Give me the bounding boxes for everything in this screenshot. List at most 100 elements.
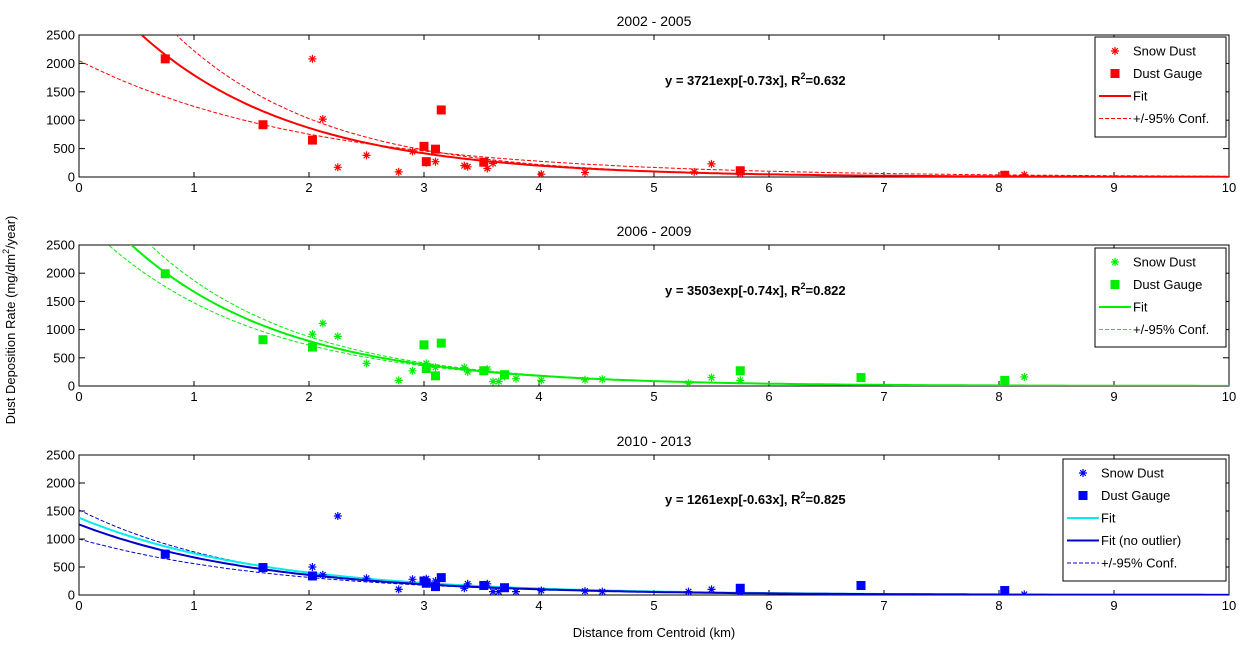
snow-dust-point [489,377,497,386]
legend-square-marker [1110,69,1120,78]
x-tick-label: 7 [880,389,887,404]
dust-gauge-point [735,166,745,176]
snow-dust-point [460,584,469,593]
fit-equation: y = 3503exp[-0.74x], R2=0.822 [665,281,846,298]
equation-tail: =0.822 [806,283,846,298]
snow-dust-point [494,587,503,595]
equation-sup: 2 [801,490,806,500]
x-tick-label: 6 [765,598,772,613]
snow-dust-point [308,330,317,339]
dust-gauge-point [258,563,268,573]
snow-dust-point [707,159,716,168]
snow-dust-point [1020,170,1029,177]
legend-label: Snow Dust [1133,44,1196,59]
fit-line [129,245,1229,386]
x-tick-label: 5 [650,180,657,195]
dust-gauge-point [160,549,170,559]
snow-dust-point [537,170,546,177]
equation-tail: =0.825 [806,492,846,507]
snow-dust-point [431,157,440,166]
equation-tail: =0.632 [806,73,846,88]
snow-dust-point [431,577,440,585]
snow-dust-point [318,115,327,124]
x-tick-label: 4 [535,389,542,404]
snow-dust-point [318,319,327,328]
dust-gauge-point [160,269,170,279]
snow-dust-point [394,376,403,385]
dust-gauge-point [258,335,268,345]
dust-gauge-point [421,157,431,167]
conf-upper-line [175,35,1229,177]
x-tick-label: 6 [765,389,772,404]
dust-gauge-point [1000,586,1010,595]
snow-dust-point [512,587,520,595]
x-tick-label: 5 [650,598,657,613]
snow-dust-point [736,376,745,385]
snow-dust-point [408,366,417,375]
legend-label: +/-95% Conf. [1133,111,1209,126]
legend-label: +/-95% Conf. [1101,556,1177,571]
fit-line [140,35,1229,177]
x-tick-label: 3 [420,180,427,195]
snow-dust-point [422,359,431,368]
snow-dust-point [362,151,371,160]
snow-dust-point [690,167,699,176]
dust-gauge-point [436,338,446,348]
y-tick-label: 0 [68,170,75,185]
legend-label: Fit [1133,89,1148,104]
snow-dust-point [408,575,417,584]
legend-star-marker [1111,258,1119,266]
x-axis-label: Distance from Centroid (km) [573,625,736,640]
dust-gauge-point [421,364,431,374]
axes-frame [78,34,1230,178]
x-tick-label: 2 [305,598,312,613]
y-tick-label: 2500 [46,238,75,253]
x-tick-label: 9 [1110,180,1117,195]
x-tick-label: 0 [75,180,82,195]
snow-dust-point [394,585,403,594]
x-tick-label: 10 [1222,598,1236,613]
equation-sup: 2 [801,71,806,81]
plot-area [79,35,1229,177]
y-tick-label: 500 [53,141,75,156]
dust-gauge-point [436,105,446,115]
fit-equation: y = 1261exp[-0.63x], R2=0.825 [665,490,846,507]
dust-gauge-point [431,144,440,154]
snow-dust-point [408,147,417,156]
y-tick-label: 1000 [46,113,75,128]
snow-dust-point [460,363,469,372]
legend: Snow Dust Dust Gauge Fit Fit (no outlier) +/… [1062,458,1227,582]
dust-gauge-point [856,580,866,590]
panel-1: 2002 - 2005 0 1 2 3 4 5 6 7 8 9 10 0 500 1000 1500 2000 2… [46,13,1236,195]
legend-label: Snow Dust [1133,255,1196,270]
x-tick-label: 8 [995,389,1002,404]
snow-dust-point [684,379,693,386]
equation-sup: 2 [801,281,806,291]
snow-dust-point [598,587,607,595]
snow-dust-point [463,367,472,376]
equation-main: y = 1261exp[-0.63x], R [665,492,801,507]
snow-dust-point [333,512,342,520]
legend-label: +/-95% Conf. [1133,322,1209,337]
panel-3: 2010 - 2013 0 1 2 3 4 5 6 7 8 9 10 0 500 1000 1500 2000 2… [46,433,1236,613]
snow-dust-point [489,587,497,595]
y-tick-label: 1500 [46,504,75,519]
dust-gauge-point [856,373,866,383]
conf-lower-line [79,60,1229,177]
x-tick-label: 1 [190,598,197,613]
x-tick-label: 2 [305,389,312,404]
y-tick-label: 500 [53,560,75,575]
dust-gauge-point [735,583,745,593]
snow-dust-point [537,586,546,595]
panel-2: 2006 - 2009 0 1 2 3 4 5 6 7 8 9 10 0 500 1000 1500 2000 2… [46,223,1236,404]
legend-square-marker [1110,280,1120,289]
legend-label: Fit [1101,511,1116,526]
x-tick-label: 4 [535,598,542,613]
panel-title: 2002 - 2005 [617,13,692,29]
x-tick-label: 5 [650,389,657,404]
snow-dust-point [460,161,469,170]
axes-frame [78,244,1230,387]
snow-dust-point [684,587,693,595]
x-tick-label: 7 [880,598,887,613]
